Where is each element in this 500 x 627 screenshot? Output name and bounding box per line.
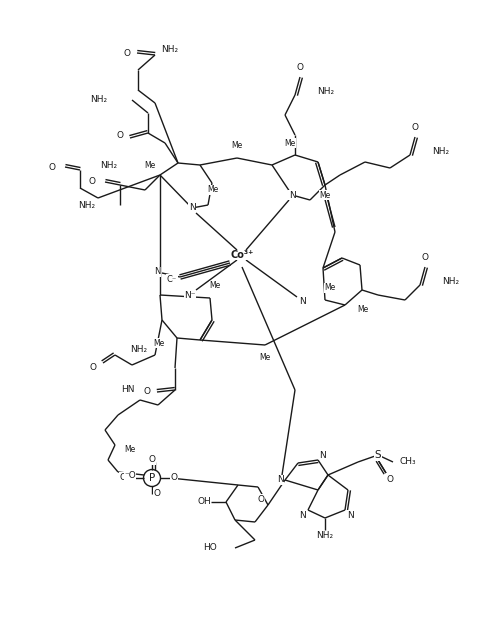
- Text: N: N: [320, 451, 326, 460]
- Text: NH₂: NH₂: [100, 161, 117, 169]
- Text: O: O: [296, 63, 304, 71]
- Text: N: N: [288, 191, 296, 199]
- Text: Me: Me: [144, 161, 156, 169]
- Text: NH₂: NH₂: [90, 95, 107, 105]
- Text: O: O: [116, 132, 123, 140]
- Text: Me: Me: [284, 139, 296, 147]
- Text: Me: Me: [320, 191, 330, 199]
- Text: NH₂: NH₂: [316, 532, 334, 540]
- Text: O: O: [412, 122, 418, 132]
- Text: S: S: [374, 450, 382, 460]
- Text: N: N: [298, 297, 306, 307]
- Text: O: O: [170, 473, 177, 483]
- Text: ⁻O: ⁻O: [124, 472, 136, 480]
- Text: HO: HO: [203, 544, 217, 552]
- Text: Me: Me: [232, 142, 242, 150]
- Text: NH₂: NH₂: [442, 278, 459, 287]
- Text: N: N: [300, 510, 306, 520]
- Text: Me: Me: [210, 282, 220, 290]
- Text: P: P: [149, 473, 155, 483]
- Text: O: O: [124, 48, 130, 58]
- Text: NH₂: NH₂: [78, 201, 95, 209]
- Text: NH₂: NH₂: [432, 147, 449, 157]
- Text: NH₂: NH₂: [162, 46, 178, 55]
- Text: C⁻: C⁻: [167, 275, 177, 283]
- Text: N: N: [188, 204, 196, 213]
- Text: N: N: [154, 268, 160, 277]
- Text: N⁻: N⁻: [184, 290, 196, 300]
- Text: NH₂: NH₂: [130, 345, 147, 354]
- Text: Me: Me: [124, 446, 136, 455]
- Text: Me: Me: [154, 339, 164, 347]
- Text: O: O: [386, 475, 394, 485]
- Text: HN: HN: [122, 386, 135, 394]
- Text: O: O: [48, 164, 56, 172]
- Text: N: N: [276, 475, 283, 485]
- Text: O: O: [148, 455, 156, 465]
- Text: O: O: [258, 495, 264, 503]
- Text: O: O: [88, 177, 96, 186]
- Text: Me: Me: [208, 186, 218, 194]
- Text: Me: Me: [324, 283, 336, 293]
- Text: O: O: [154, 488, 160, 497]
- Text: Me: Me: [260, 352, 270, 362]
- Text: NH₂: NH₂: [317, 88, 334, 97]
- Text: Co³⁺: Co³⁺: [230, 250, 254, 260]
- Text: N: N: [346, 510, 354, 520]
- Text: O: O: [422, 253, 428, 261]
- Text: O: O: [90, 362, 96, 372]
- Text: CH₃: CH₃: [400, 458, 416, 466]
- Text: OH: OH: [197, 497, 211, 507]
- Text: O: O: [120, 473, 126, 482]
- Text: Me: Me: [358, 305, 368, 315]
- Text: O: O: [144, 387, 150, 396]
